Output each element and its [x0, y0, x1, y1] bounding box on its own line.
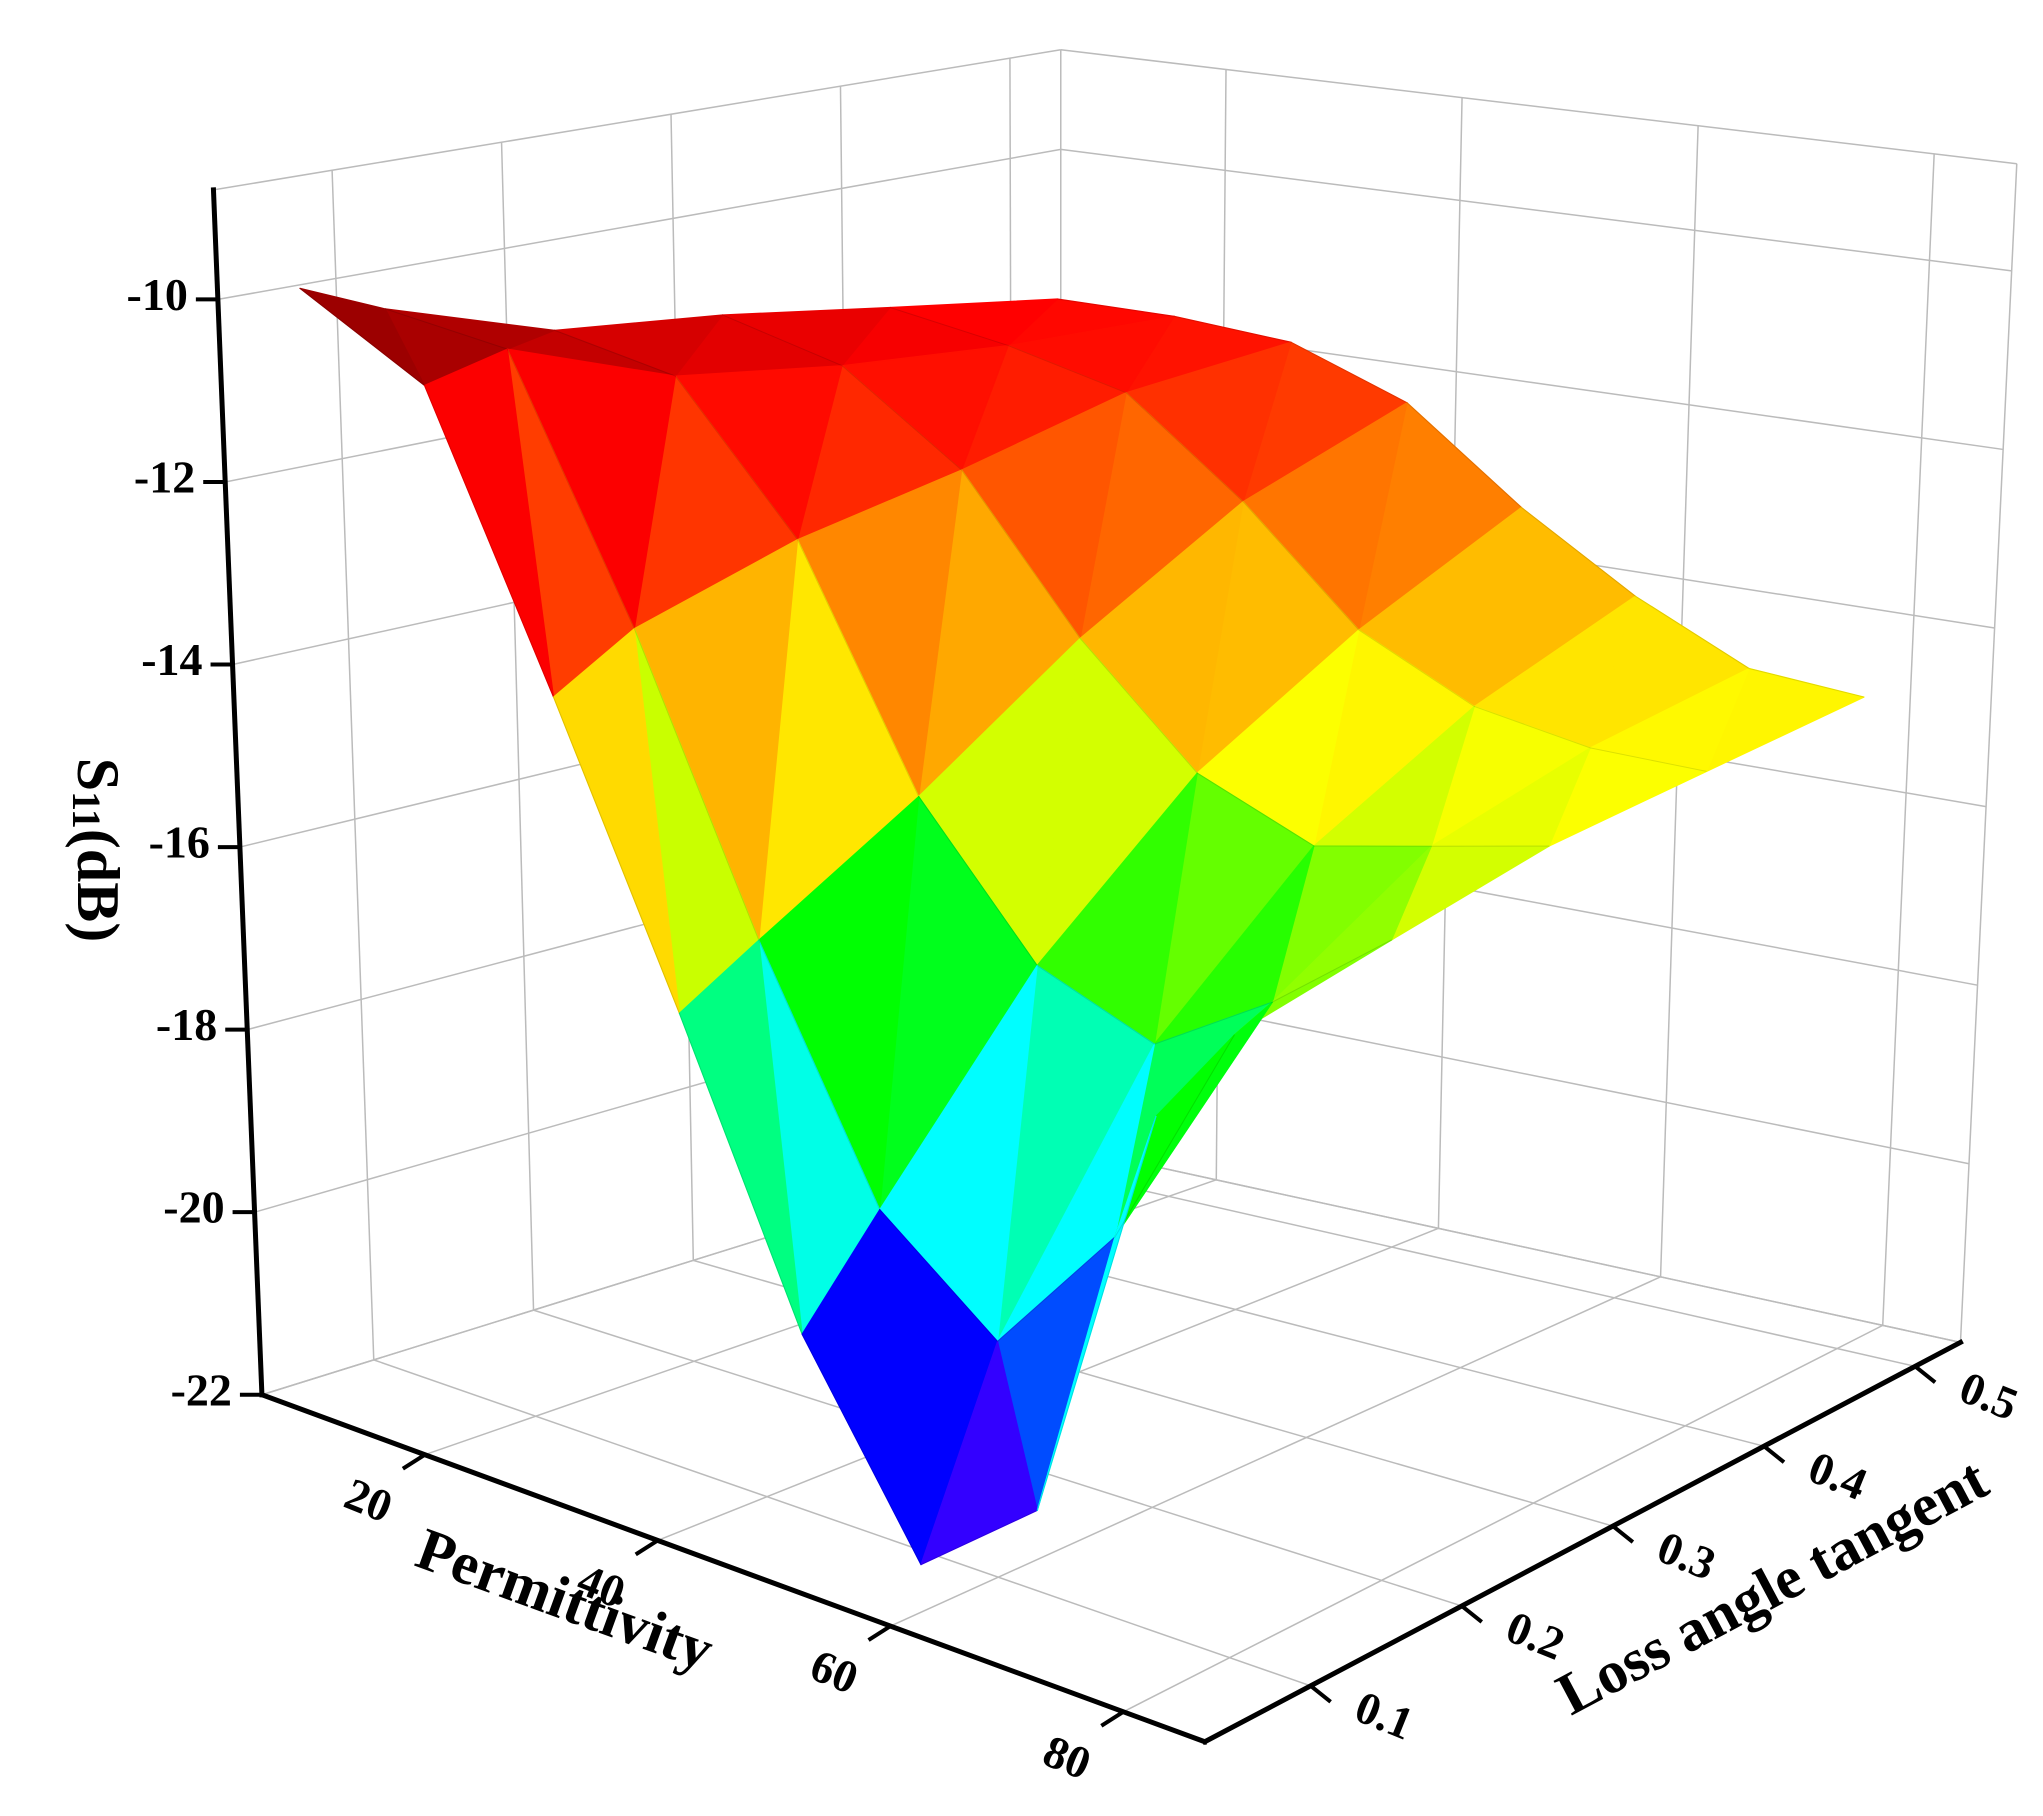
mesh-line	[385, 308, 1235, 1343]
x-tick	[401, 1453, 426, 1471]
y-tick-label: 0.2	[1499, 1601, 1571, 1670]
mesh-line	[722, 314, 1550, 847]
wall-edge	[213, 49, 1061, 191]
mesh-line	[889, 307, 1707, 772]
y-tick	[1913, 1364, 1937, 1384]
z-tick-label: -14	[141, 634, 202, 685]
x-axis-title: Permittivity	[408, 1515, 722, 1683]
surface-facet	[678, 939, 803, 1335]
wall-edge	[1959, 163, 2018, 1343]
x-tick	[634, 1538, 659, 1557]
z-tick-label: -10	[127, 269, 188, 320]
x-axis-line	[258, 1391, 1209, 1745]
x-tick-label: 20	[338, 1468, 400, 1533]
surface-facet	[920, 1340, 1038, 1566]
z-title-unit: (dB)	[65, 829, 131, 942]
y-tick-label: 0.3	[1651, 1521, 1723, 1590]
y-tick	[1309, 1684, 1332, 1704]
surface-facet	[552, 628, 681, 1014]
y-tick-label: 0.5	[1953, 1361, 2025, 1430]
z-title-main: S	[65, 758, 131, 791]
grid-line	[1060, 148, 2012, 272]
mesh-line	[554, 329, 1392, 1045]
grid-line	[217, 148, 1061, 301]
y-tick	[1460, 1604, 1483, 1624]
surface	[299, 287, 1865, 1566]
z-tick-label: -22	[171, 1364, 232, 1415]
y-tick	[1762, 1444, 1786, 1464]
z-tick-label: -12	[134, 452, 195, 503]
z-tick-label: -20	[163, 1182, 224, 1233]
surface-facet	[299, 287, 426, 387]
mesh-line	[299, 287, 1157, 1566]
grid-line	[1060, 1145, 1961, 1344]
z-tick-label: -18	[156, 999, 217, 1050]
surface-facet	[423, 348, 555, 698]
mesh-line	[1057, 298, 1865, 698]
grid-line	[890, 1276, 1661, 1627]
wall-edge	[1060, 49, 2017, 165]
y-axis-title: Loss angle tangent	[1546, 1445, 1998, 1727]
z-axis-line	[210, 187, 265, 1398]
grid-line	[1012, 1160, 1916, 1368]
grid-line	[331, 170, 375, 1360]
surface-facet	[1036, 1115, 1157, 1511]
y-tick	[1611, 1524, 1635, 1544]
x-tick-label: 80	[1036, 1725, 1098, 1790]
y-tick-label: 0.1	[1348, 1681, 1420, 1750]
axes: -22-20-18-16-14-12-10204060800.10.20.30.…	[127, 187, 2025, 1790]
grid-line	[1881, 153, 1935, 1326]
y-axis-line	[1201, 1338, 1964, 1746]
x-tick-label: 60	[803, 1639, 865, 1704]
z-tick-label: -16	[149, 817, 210, 868]
grid-line	[500, 142, 535, 1311]
z-axis-title: S11(dB)	[64, 758, 131, 943]
z-title-sub: 11	[64, 791, 109, 829]
surface-facet	[801, 1209, 922, 1566]
x-tick	[867, 1624, 892, 1642]
grid-line	[373, 1359, 1311, 1687]
x-tick	[1100, 1710, 1125, 1728]
grid-line	[1123, 1324, 1884, 1713]
